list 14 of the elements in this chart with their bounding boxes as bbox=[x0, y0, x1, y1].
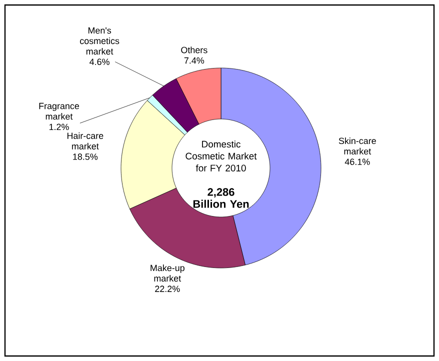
data-label: 4.6% bbox=[90, 58, 110, 66]
data-label: 46.1% bbox=[344, 158, 370, 165]
slice-label: Make-up market bbox=[150, 264, 184, 282]
text: Domestic Cosmetic Market for FY 2010 bbox=[186, 140, 257, 172]
data-label: 22.2% bbox=[155, 286, 180, 292]
slice-label: Skin-care market bbox=[338, 137, 376, 155]
data-label: 1.2% bbox=[49, 124, 69, 130]
slice-label: Men's cosmetics market bbox=[80, 27, 120, 55]
slice-label: Hair-care market bbox=[67, 132, 104, 150]
data-label: 7.4% bbox=[184, 57, 204, 64]
text: 2,286 Billion Yen bbox=[193, 188, 249, 208]
data-label: 18.5% bbox=[73, 154, 98, 160]
slice-label: Others bbox=[181, 46, 208, 54]
slice-label: Fragrance market bbox=[39, 102, 80, 120]
